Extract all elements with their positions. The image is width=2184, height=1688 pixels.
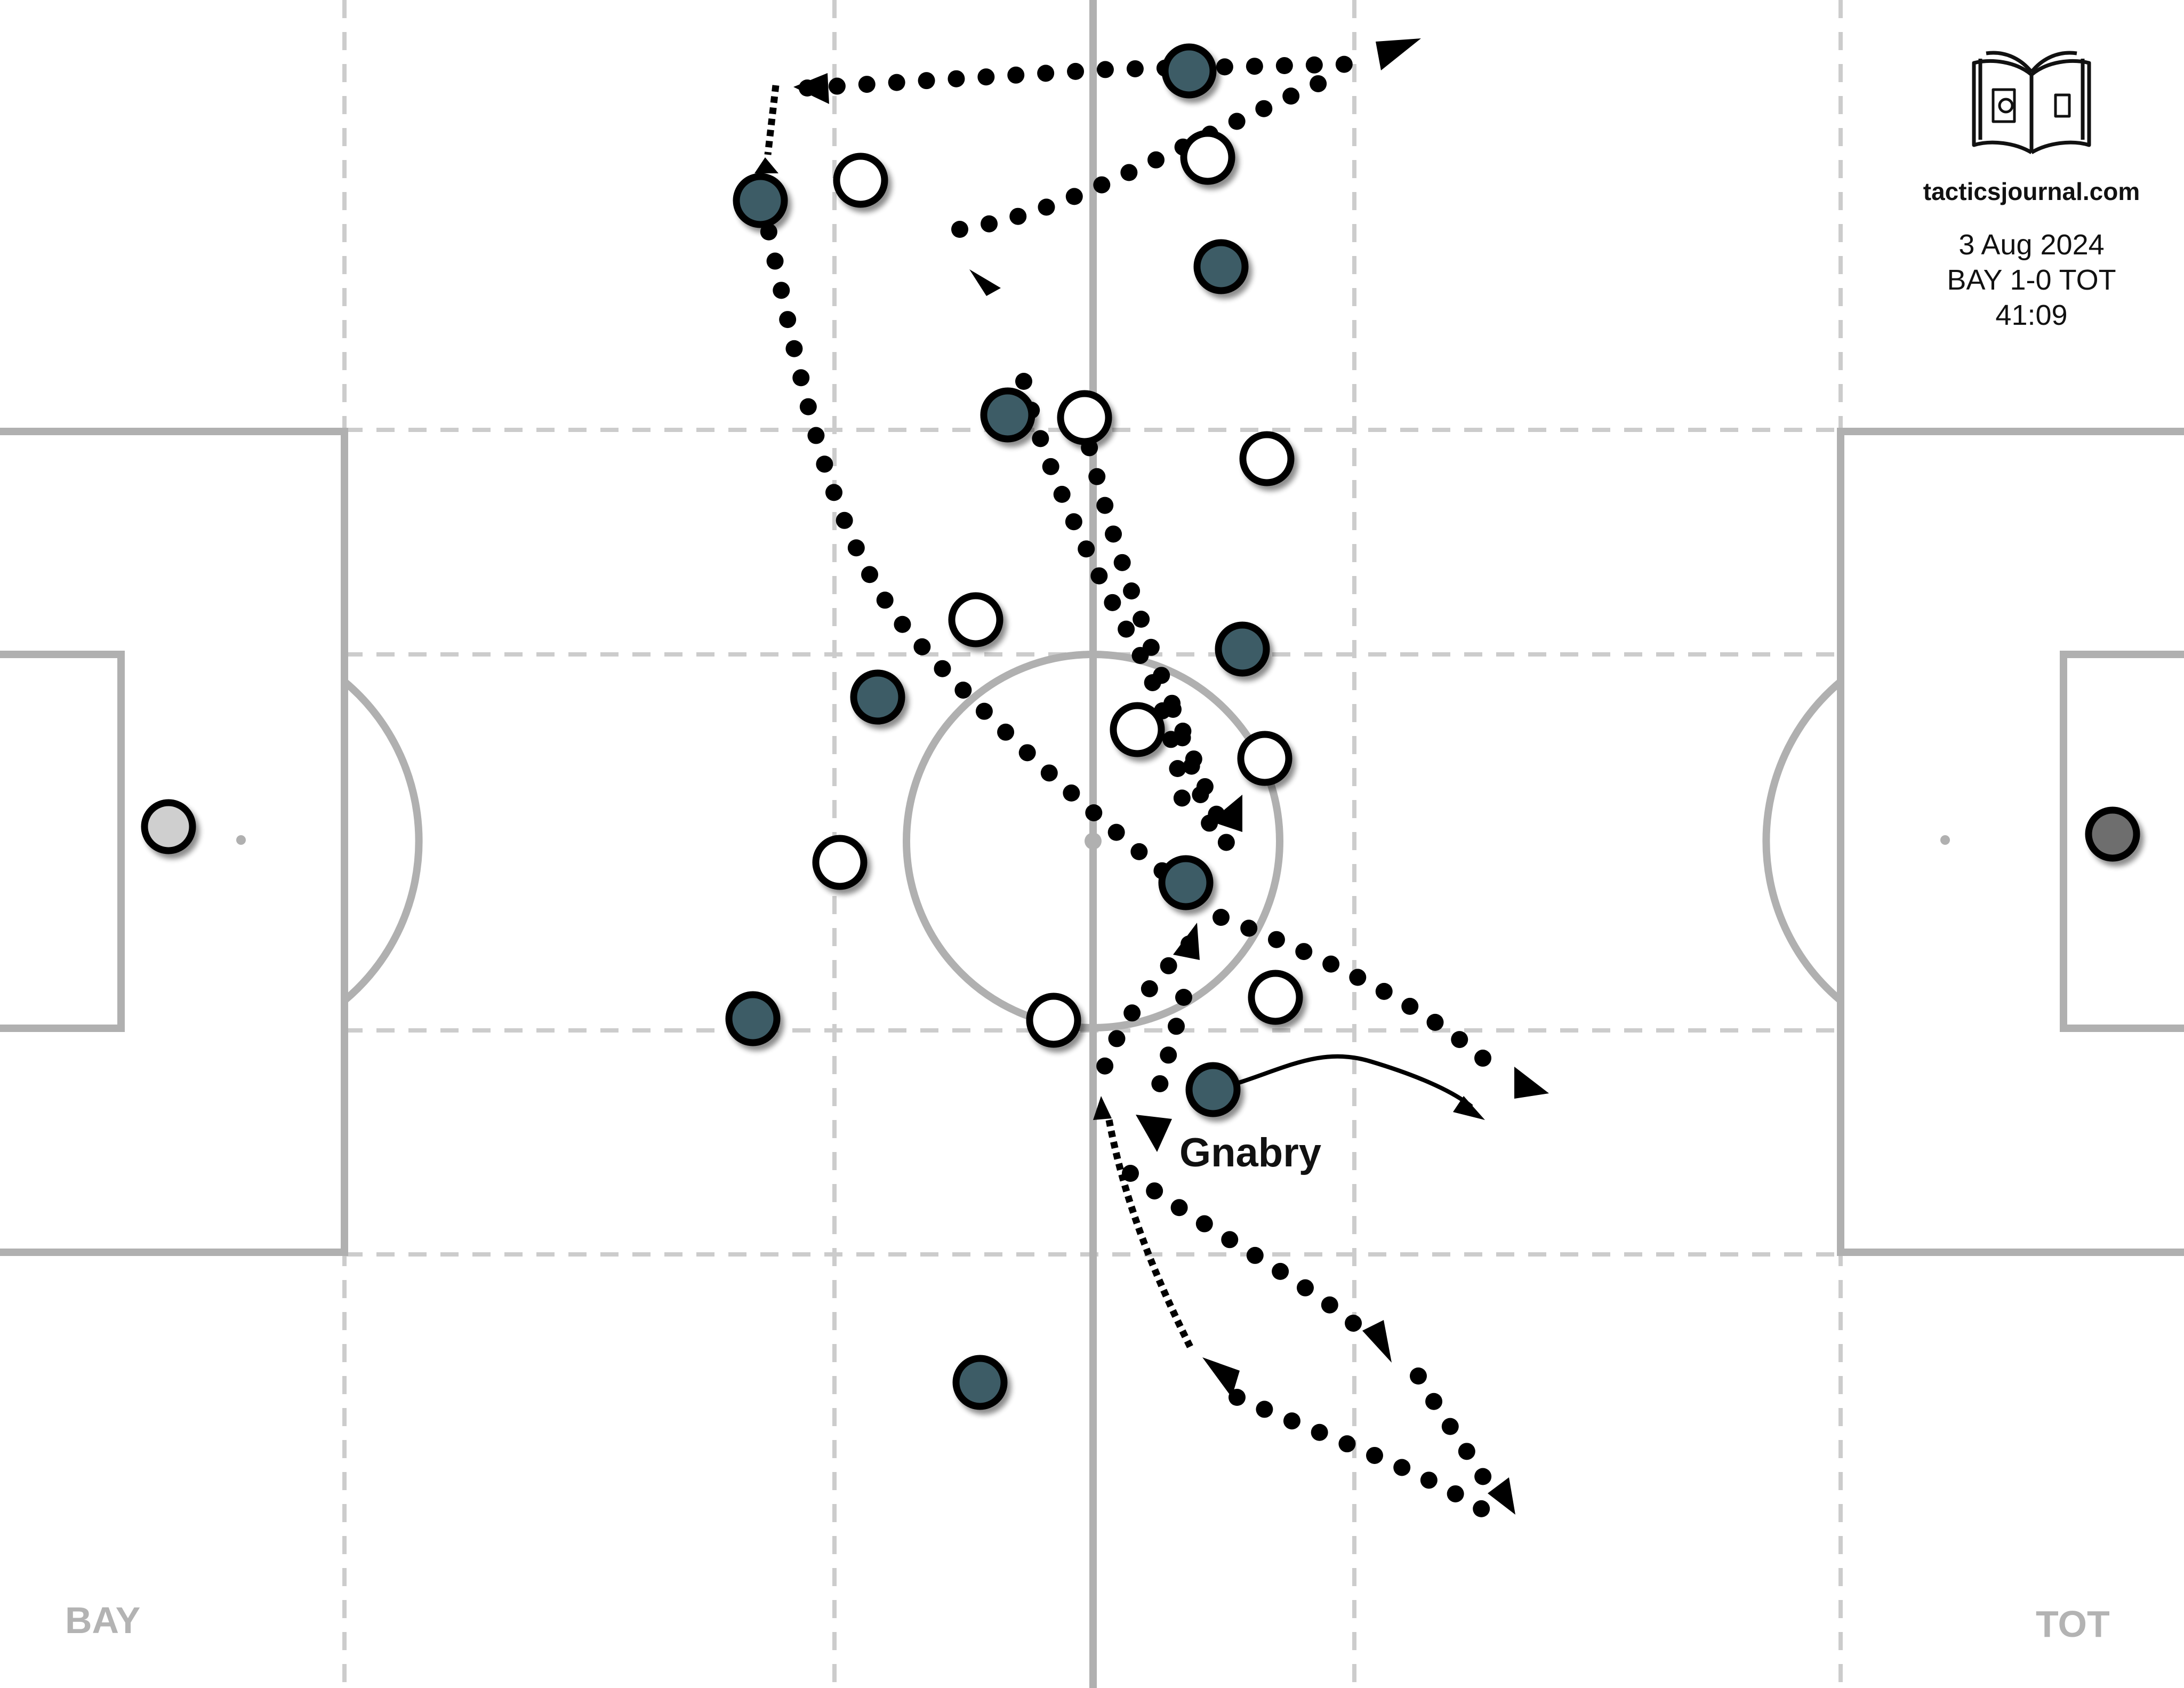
player-bay xyxy=(952,1355,1008,1410)
player-name-label: Gnabry xyxy=(1179,1130,1322,1175)
arrow-head xyxy=(1202,1357,1240,1397)
arrow-head xyxy=(1453,1096,1485,1120)
open-book-pitch-icon xyxy=(1972,51,2091,155)
player-bay xyxy=(850,669,905,725)
dotted-run xyxy=(1015,373,1192,827)
dotted-run xyxy=(951,66,1347,238)
right-penalty-spot xyxy=(1940,835,1950,845)
dotted-run xyxy=(1122,1165,1374,1342)
dotted-run xyxy=(1410,1367,1502,1502)
dotted-run xyxy=(1074,410,1235,851)
arrow-heads xyxy=(754,38,1549,1515)
player-tot xyxy=(948,592,1003,647)
arrow-head xyxy=(793,73,829,104)
movement-paths xyxy=(754,55,1512,1518)
right-goal-area xyxy=(2060,651,2184,1032)
left-goal-area xyxy=(0,651,125,1032)
player-tot xyxy=(1180,130,1235,185)
players xyxy=(141,43,2140,1410)
left-penalty-spot xyxy=(236,835,246,845)
player-bay xyxy=(1161,43,1217,99)
player-tot xyxy=(833,153,888,208)
carry-path xyxy=(1220,1054,1473,1109)
player-tot xyxy=(1026,993,1081,1048)
centre-spot xyxy=(1085,833,1102,850)
player-bay-gnabry xyxy=(1185,1062,1241,1117)
arrow-head xyxy=(754,157,778,173)
player-tot xyxy=(1248,970,1303,1025)
fine-dotted-run xyxy=(1105,1119,1193,1348)
arrow-head xyxy=(1136,1115,1172,1152)
player-tot xyxy=(1057,390,1112,445)
site-name: tacticsjournal.com xyxy=(1923,178,2140,205)
right-penalty-area xyxy=(1837,428,2184,1256)
left-penalty-area xyxy=(0,428,348,1256)
player-bay xyxy=(1193,239,1249,294)
dotted-run xyxy=(1093,935,1198,1089)
player-tot xyxy=(812,835,868,890)
team-label-left: BAY xyxy=(65,1599,141,1641)
arrow-head xyxy=(1173,923,1200,960)
player-tot xyxy=(1237,731,1292,786)
branding-panel: tacticsjournal.com 3 Aug 2024 BAY 1-0 TO… xyxy=(1898,48,2165,333)
dotted-run xyxy=(1165,701,1224,851)
arrow-head xyxy=(1514,1067,1549,1099)
player-tot xyxy=(1110,702,1165,757)
dotted-run xyxy=(1143,989,1192,1118)
centre-circle xyxy=(903,651,1283,1031)
goalkeeper-bay xyxy=(141,799,196,854)
dotted-run xyxy=(754,194,1208,910)
match-score: BAY 1-0 TOT xyxy=(1947,264,2116,296)
arrow-head xyxy=(1376,38,1421,70)
arrow-head xyxy=(1362,1320,1392,1363)
player-bay xyxy=(725,991,781,1046)
dotted-run xyxy=(799,55,1368,97)
right-penalty-arc xyxy=(1762,678,1843,1004)
arrow-head xyxy=(1210,795,1242,832)
dotted-run xyxy=(1213,909,1512,1086)
match-date: 3 Aug 2024 xyxy=(1958,229,2105,261)
team-label-right: TOT xyxy=(2036,1603,2110,1645)
pitch-spots xyxy=(236,833,1950,850)
player-bay xyxy=(980,387,1035,443)
arrow-head xyxy=(969,269,1001,296)
player-tot xyxy=(1239,431,1295,486)
arrow-head xyxy=(1093,1096,1112,1120)
player-bay xyxy=(1215,621,1270,677)
arrow-head xyxy=(1488,1477,1515,1515)
match-clock: 41:09 xyxy=(1995,299,2068,331)
goalkeeper-tot xyxy=(2085,806,2140,862)
player-bay xyxy=(733,173,788,228)
left-penalty-arc xyxy=(342,678,423,1004)
fine-dotted-run xyxy=(764,85,780,155)
dotted-run xyxy=(1228,1389,1491,1518)
player-bay xyxy=(1158,855,1214,910)
